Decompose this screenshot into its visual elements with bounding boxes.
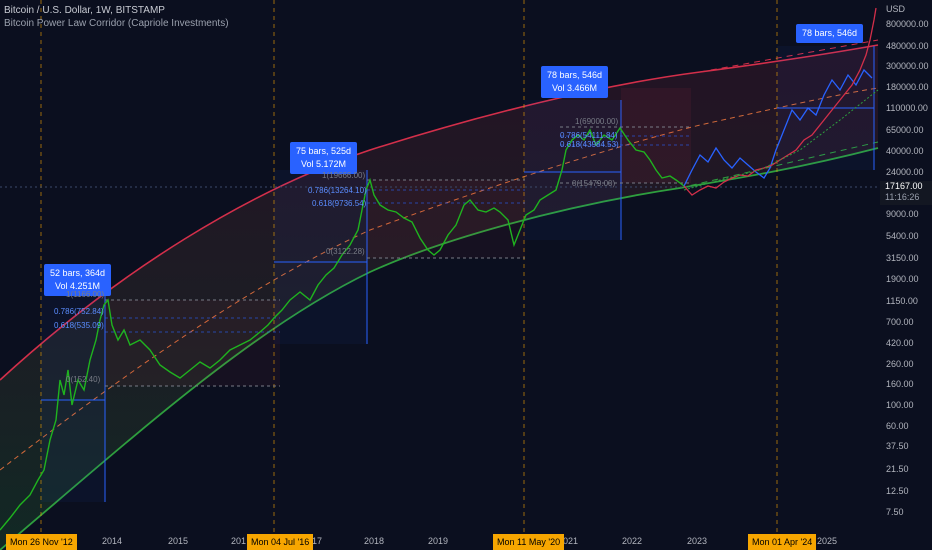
- x-tick: 2014: [102, 536, 123, 546]
- measure-label-1: 52 bars, 364d Vol 4.251M: [44, 264, 112, 296]
- date-marker-3[interactable]: Mon 11 May '20: [493, 534, 565, 550]
- y-tick: 3150.00: [886, 253, 919, 263]
- y-tick: 12.50: [886, 486, 909, 496]
- x-tick: 2022: [622, 536, 643, 546]
- measure-bars-4: 78 bars, 546d: [802, 28, 858, 38]
- date-marker-2[interactable]: Mon 04 Jul '16: [247, 534, 314, 550]
- fib1-one: 1(1166.00): [66, 290, 105, 299]
- y-tick: 1150.00: [886, 296, 918, 306]
- fib-zone-1: [105, 300, 280, 386]
- fib3-786: 0.786(54111.84): [560, 131, 618, 140]
- fib3-618: 0.618(43984.53): [560, 140, 619, 149]
- measure-bars-2: 75 bars, 525d: [296, 146, 352, 156]
- upper-band-line: [0, 44, 879, 381]
- chart-symbol-title: Bitcoin / U.S. Dollar, 1W, BITSTAMP: [4, 5, 165, 16]
- y-tick: 60.00: [886, 421, 909, 431]
- indicator-title[interactable]: Bitcoin Power Law Corridor (Capriole Inv…: [4, 18, 229, 29]
- date-marker-4[interactable]: Mon 01 Apr '24: [748, 534, 817, 550]
- projection-blue: [683, 68, 873, 187]
- measure-vol-2: Vol 5.172M: [301, 159, 347, 169]
- y-tick: 37.50: [886, 441, 909, 451]
- y-tick: 100.00: [886, 400, 914, 410]
- y-tick: 21.50: [886, 464, 909, 474]
- fib2-one: 1(19666.00): [322, 171, 366, 180]
- y-tick: 800000.00: [886, 19, 929, 29]
- x-tick: 2023: [687, 536, 708, 546]
- x-tick: 2021: [558, 536, 579, 546]
- power-law-corridor: [0, 45, 878, 550]
- lower-extension-line: [679, 141, 879, 189]
- date-marker-1[interactable]: Mon 26 Nov '12: [6, 534, 77, 550]
- y-tick: 260.00: [886, 359, 914, 369]
- y-tick: 700.00: [886, 317, 914, 327]
- x-tick: 2025: [817, 536, 838, 546]
- fib3-one: 1(69000.00): [575, 117, 619, 126]
- measure-label-2: 75 bars, 525d Vol 5.172M: [290, 142, 358, 174]
- x-tick: 2018: [364, 536, 385, 546]
- x-tick: 2019: [428, 536, 449, 546]
- measure-label-3: 78 bars, 546d Vol 3.466M: [541, 66, 609, 98]
- bar-countdown: 11:16:26: [885, 192, 920, 202]
- y-tick: 420.00: [886, 338, 914, 348]
- current-price-value: 17167.00: [885, 181, 923, 191]
- y-tick: 180000.00: [886, 82, 929, 92]
- y-tick: 480000.00: [886, 41, 929, 51]
- fib2-zero: 0(3122.28): [326, 247, 365, 256]
- projection-red: [683, 7, 877, 196]
- projection-green: [683, 89, 879, 191]
- measure-vol-1: Vol 4.251M: [55, 281, 101, 291]
- current-price-tag: 17167.00 11:16:26: [880, 181, 932, 205]
- fib2-618: 0.618(9736.54): [312, 199, 367, 208]
- y-tick: 24000.00: [886, 167, 924, 177]
- fib1-618: 0.618(535.09): [54, 321, 104, 330]
- y-tick: 5400.00: [886, 231, 919, 241]
- y-tick: 300000.00: [886, 61, 929, 71]
- fib1-786: 0.786(752.84): [54, 307, 104, 316]
- measure-bars-3: 78 bars, 546d: [547, 70, 603, 80]
- x-tick: 201: [231, 536, 247, 546]
- price-history-line: [0, 126, 685, 531]
- measure-vol-3: Vol 3.466M: [552, 83, 598, 93]
- fib2-786: 0.786(13264.10): [308, 186, 367, 195]
- y-tick: 7.50: [886, 507, 904, 517]
- measure-box-2: [274, 170, 367, 344]
- upper-extension-line: [699, 39, 879, 73]
- fib3-zero: 0(15479.00): [572, 179, 616, 188]
- measure-label-4: 78 bars, 546d: [796, 24, 864, 43]
- fib1-zero: 0(152.40): [66, 375, 101, 384]
- measure-box-1: [41, 290, 105, 502]
- y-tick: 1900.00: [886, 274, 919, 284]
- lower-band-line: [0, 147, 879, 550]
- y-tick: 110000.00: [886, 103, 928, 113]
- x-tick: 2015: [168, 536, 189, 546]
- y-tick: 160.00: [886, 379, 914, 389]
- y-tick: 65000.00: [886, 125, 924, 135]
- y-axis-currency: USD: [886, 4, 906, 14]
- measure-box-3: [524, 100, 621, 240]
- y-tick: 9000.00: [886, 209, 919, 219]
- measure-bars-1: 52 bars, 364d: [50, 268, 106, 278]
- fib-zone-2: [367, 180, 525, 258]
- y-tick: 40000.00: [886, 146, 924, 156]
